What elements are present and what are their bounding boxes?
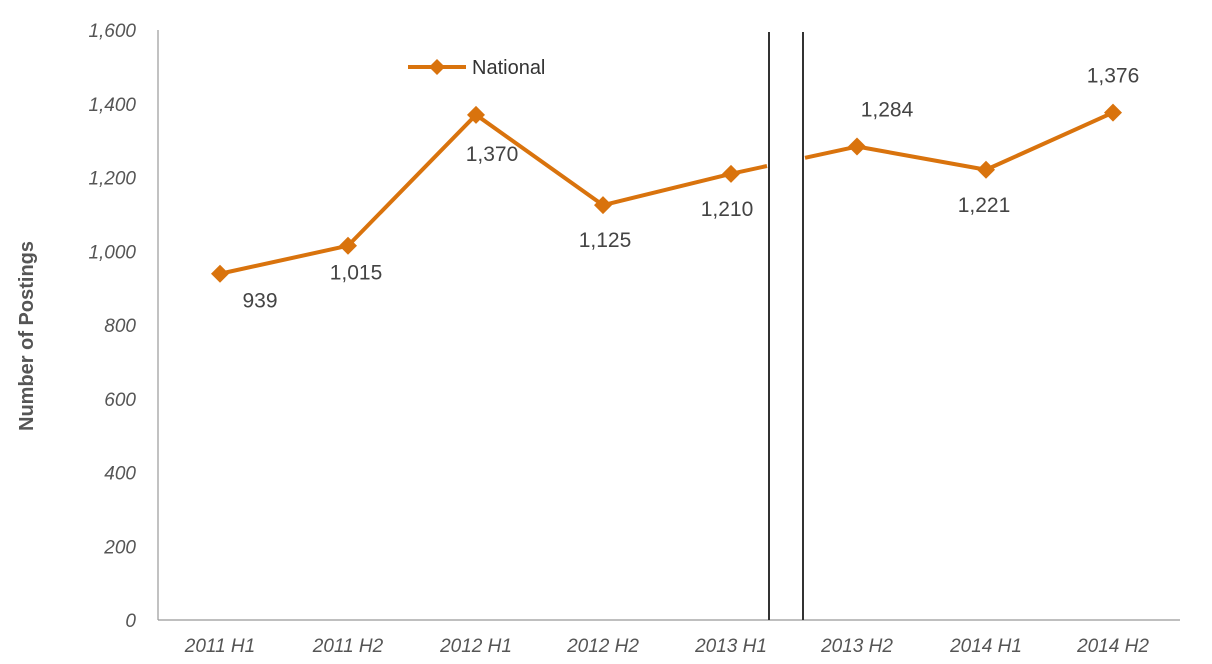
data-point-marker xyxy=(339,236,357,255)
x-tick-label: 2012 H2 xyxy=(566,636,639,657)
y-tick-label: 1,400 xyxy=(88,95,136,116)
legend-swatch-marker xyxy=(429,59,445,75)
y-tick-label: 1,200 xyxy=(88,169,136,190)
data-label: 1,125 xyxy=(579,229,632,252)
legend-label: National xyxy=(472,57,545,79)
series-line-national-part2 xyxy=(804,110,1114,172)
data-labels: 939 1,015 1,370 1,125 1,210 1,284 1,221 1,376 xyxy=(242,65,1139,313)
y-tick-label: 200 xyxy=(103,537,136,558)
x-tick-label: 2013 H1 xyxy=(694,636,767,657)
x-tick-label: 2014 H1 xyxy=(949,636,1022,657)
x-tick-label: 2011 H2 xyxy=(312,636,384,657)
series-layer xyxy=(211,103,1122,283)
y-tick-label: 1,000 xyxy=(88,242,136,263)
y-axis-title: Number of Postings xyxy=(16,241,38,431)
data-label: 1,015 xyxy=(330,262,383,285)
data-point-marker xyxy=(848,137,866,156)
y-tick-label: 0 xyxy=(125,611,136,632)
y-tick-labels: 0 200 400 600 800 1,000 1,200 1,400 1,600 xyxy=(88,21,136,632)
x-tick-label: 2011 H1 xyxy=(184,636,255,657)
x-tick-label: 2012 H1 xyxy=(439,636,512,657)
data-label: 1,210 xyxy=(701,198,754,221)
data-point-marker xyxy=(594,196,612,215)
data-point-marker xyxy=(1104,103,1122,122)
data-label: 1,370 xyxy=(466,143,519,166)
data-point-marker xyxy=(977,160,995,179)
data-label: 1,284 xyxy=(861,99,914,122)
y-tick-label: 800 xyxy=(104,316,136,337)
axes xyxy=(157,30,1180,621)
x-tick-label: 2014 H2 xyxy=(1076,636,1149,657)
y-tick-label: 1,600 xyxy=(88,21,136,42)
data-point-marker xyxy=(722,164,740,183)
x-tick-labels: 2011 H1 2011 H2 2012 H1 2012 H2 2013 H1 2013 … xyxy=(184,636,1150,657)
y-tick-label: 600 xyxy=(104,390,136,411)
data-label: 1,376 xyxy=(1087,65,1140,88)
y-tick-label: 400 xyxy=(104,464,136,485)
series-line-national-part1 xyxy=(219,112,768,276)
data-point-marker xyxy=(211,264,229,283)
data-label: 1,221 xyxy=(958,194,1011,217)
x-tick-label: 2013 H2 xyxy=(820,636,893,657)
legend: National xyxy=(408,57,545,79)
data-point-marker xyxy=(467,105,485,124)
data-label: 939 xyxy=(242,290,277,313)
